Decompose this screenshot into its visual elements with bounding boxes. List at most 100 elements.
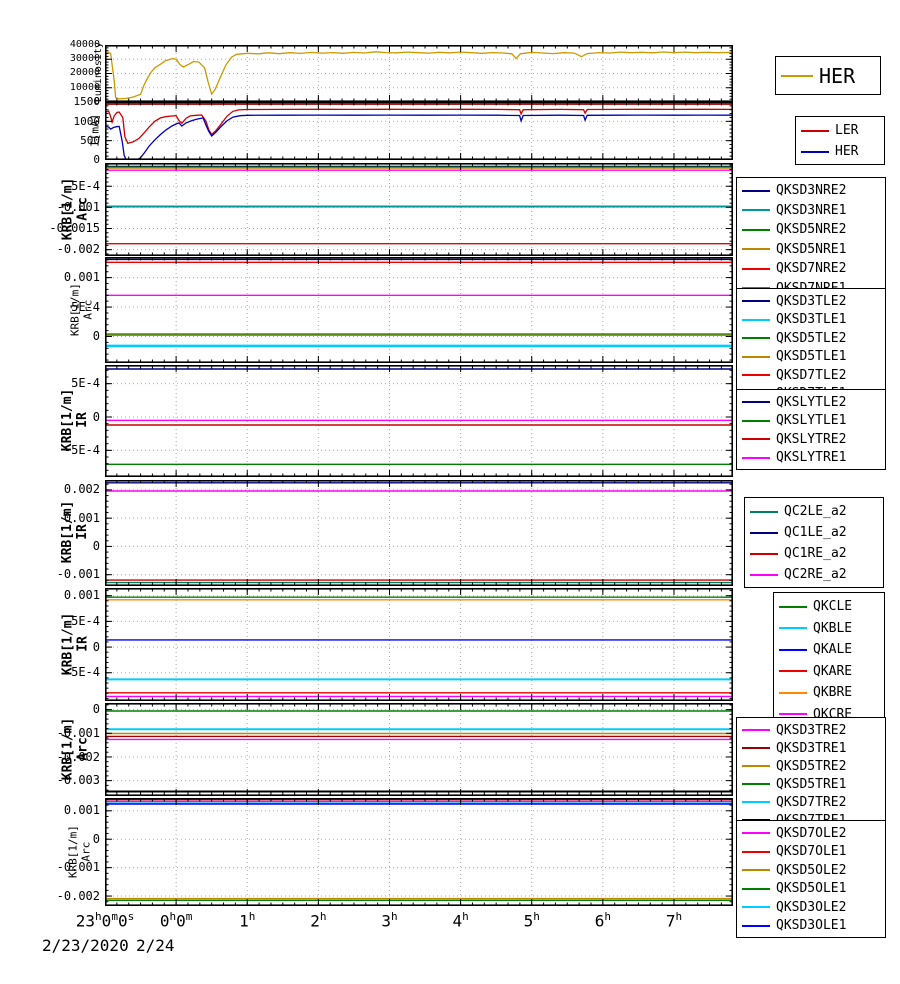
legend-line-swatch <box>742 337 770 340</box>
legend-label: QKARE <box>813 663 853 679</box>
y-tick-label-krb-arc-tre: 0 <box>92 702 100 717</box>
panel-beam-current <box>105 102 733 160</box>
legend-qksd-nre: QKSD3NRE2 QKSD3NRE1 QKSD5NRE2 QKSD5NRE1 QKSD… <box>736 177 886 301</box>
legend-line-swatch <box>779 605 807 608</box>
legend-qksd-tre: QKSD3TRE2 QKSD3TRE1 QKSD5TRE2 QKSD5TRE1 QKSD… <box>736 717 886 832</box>
y-tick-label-luminosity: 30000 <box>69 53 100 65</box>
panel-luminosity <box>105 45 733 102</box>
legend-line-swatch <box>742 300 770 303</box>
legend-line-swatch <box>742 355 770 358</box>
legend-item: QC2RE_a2 <box>745 564 883 585</box>
legend-line-swatch <box>750 531 778 534</box>
legend-label: QC1LE_a2 <box>784 525 847 540</box>
legend-line-swatch <box>742 419 770 422</box>
legend-item: QKSD7OLE1 <box>737 843 885 862</box>
legend-label: QKSLYTLE2 <box>776 394 847 410</box>
legend-label: QKSD5TLE1 <box>776 349 847 365</box>
legend-line-swatch <box>742 248 770 251</box>
legend-line-swatch <box>742 189 770 192</box>
x-tick-label: 2h <box>310 910 327 931</box>
y-tick-label-krb-ir-qc: -0.001 <box>56 567 100 582</box>
legend-item: QKSD5OLE2 <box>737 861 885 880</box>
legend-label: QKSD3OLE2 <box>776 899 847 915</box>
legend-label: QKSD3TRE2 <box>776 722 847 738</box>
panel-krb-arc-tre <box>105 703 733 796</box>
legend-item: QKBRE <box>774 682 884 704</box>
legend-item: QC1LE_a2 <box>745 522 883 543</box>
legend-item: HER <box>776 60 880 92</box>
panel-krb-arc-tle <box>105 257 733 363</box>
legend-line-swatch <box>742 401 770 404</box>
y-tick-label-krb-arc-nre: -5E-4 <box>63 178 100 193</box>
legend-label: HER <box>835 144 859 159</box>
legend-label: QKBRE <box>813 685 853 701</box>
y-tick-label-krb-arc-ole: 0 <box>92 831 100 846</box>
legend-item: QKSD3NRE2 <box>737 181 885 201</box>
legend-line-swatch <box>742 924 770 927</box>
legend-qksd-tle: QKSD3TLE2 QKSD3TLE1 QKSD5TLE2 QKSD5TLE1 QKSD… <box>736 288 886 406</box>
legend-item: QKSD3OLE2 <box>737 898 885 917</box>
legend-item: HER <box>796 141 884 162</box>
x-tick-label: 3h <box>381 910 398 931</box>
y-tick-label-krb-arc-ole: 0.001 <box>63 803 100 818</box>
legend-qksd-ole: QKSD7OLE2 QKSD7OLE1 QKSD5OLE2 QKSD5OLE1 QKSD… <box>736 820 886 938</box>
legend-qk-ir: QKCLE QKBLE QKALE QKARE QKBRE QKCRE <box>773 592 885 728</box>
legend-line-swatch <box>779 713 807 716</box>
legend-item: QKSLYTRE1 <box>737 449 885 468</box>
legend-item: QKSD5NRE2 <box>737 220 885 240</box>
y-tick-label-beam-current: 0 <box>93 153 100 167</box>
legend-line-swatch <box>801 150 829 153</box>
x-tick-label: 0h0m <box>159 910 193 931</box>
legend-label: QC2LE_a2 <box>784 504 847 519</box>
legend-label: QKSD5NRE1 <box>776 241 847 257</box>
legend-label: QKSLYTLE1 <box>776 413 847 429</box>
y-tick-label-krb-ir-qk: -5E-4 <box>63 665 100 680</box>
y-tick-label-krb-arc-tle: 0.001 <box>63 270 100 285</box>
y-axis-title-luminosity: Luminosity <box>92 41 104 102</box>
legend-line-swatch <box>779 691 807 694</box>
legend-line-swatch <box>742 267 770 270</box>
y-axis-title-krb-ir-qk: KRB[1/m] IR <box>60 612 90 676</box>
legend-item: QKALE <box>774 639 884 661</box>
legend-line-swatch <box>742 747 770 749</box>
x-tick-label: 23h0m0s <box>75 910 135 931</box>
legend-label: QKSLYTRE1 <box>776 450 847 466</box>
legend-item: QKSD3OLE1 <box>737 917 885 936</box>
legend-beam-currents: LER HER <box>795 116 885 165</box>
panel-krb-ir-sly <box>105 365 733 477</box>
legend-line-swatch <box>742 850 770 853</box>
legend-line-swatch <box>750 573 778 576</box>
legend-item: QKCLE <box>774 596 884 618</box>
legend-item: QKSLYTLE2 <box>737 393 885 412</box>
legend-label: QKSD3NRE2 <box>776 183 847 199</box>
legend-line-swatch <box>742 887 770 890</box>
y-tick-label-beam-current: 1000 <box>73 114 101 128</box>
legend-item: QKARE <box>774 661 884 683</box>
legend-item: QKSD5TLE1 <box>737 348 885 367</box>
legend-qksly: QKSLYTLE2 QKSLYTLE1 QKSLYTRE2 QKSLYTRE1 <box>736 389 886 470</box>
legend-item: QKSD5TLE2 <box>737 329 885 348</box>
legend-line-swatch <box>742 729 770 731</box>
legend-label: QKSD3OLE1 <box>776 918 847 934</box>
legend-line-swatch <box>742 374 770 377</box>
y-tick-label-krb-ir-qk: 0.001 <box>63 588 100 603</box>
legend-label: HER <box>819 64 856 88</box>
legend-item: QKSD5TRE2 <box>737 757 885 775</box>
y-tick-label-krb-ir-qk: 5E-4 <box>71 613 100 628</box>
legend-item: LER <box>796 120 884 141</box>
legend-her-luminosity: HER <box>775 56 881 95</box>
x-tick-label: 5h <box>523 910 540 931</box>
legend-item: QKBLE <box>774 618 884 640</box>
y-tick-label-krb-arc-tre: -0.002 <box>56 749 100 764</box>
legend-line-swatch <box>742 318 770 321</box>
x-tick-label: 6h <box>594 910 611 931</box>
legend-qc-ir: QC2LE_a2 QC1LE_a2 QC1RE_a2 QC2RE_a2 <box>744 497 884 588</box>
legend-line-swatch <box>742 456 770 459</box>
legend-line-swatch <box>742 209 770 212</box>
legend-line-swatch <box>779 627 807 630</box>
y-axis-title-krb-arc-tle: KRB[1/m] Arc <box>68 282 94 336</box>
y-tick-label-luminosity: 0 <box>93 95 100 107</box>
legend-line-swatch <box>781 75 813 77</box>
legend-line-swatch <box>779 648 807 651</box>
x-tick-label: 7h <box>665 910 683 931</box>
